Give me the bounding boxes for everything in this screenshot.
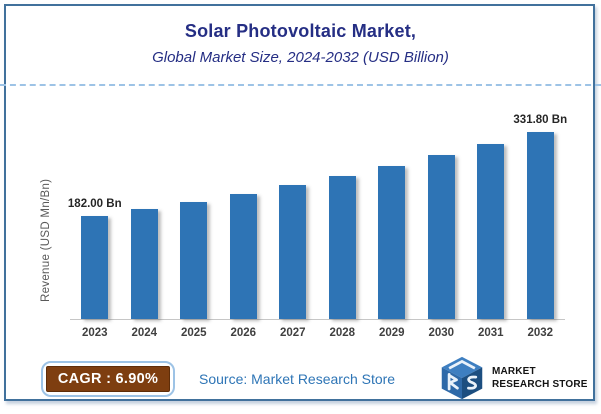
bar-cell-2029 bbox=[367, 112, 417, 319]
cagr-badge: CAGR : 6.90% bbox=[41, 361, 175, 397]
dashed-divider bbox=[0, 84, 601, 86]
x-tick-2029: 2029 bbox=[378, 327, 405, 339]
cagr-value: CAGR : 6.90% bbox=[57, 371, 159, 387]
bar-2023 bbox=[81, 216, 109, 319]
data-label-2032: 331.80 Bn bbox=[513, 114, 568, 126]
logo-line2: RESEARCH STORE bbox=[492, 378, 588, 390]
x-tick-2025: 2025 bbox=[180, 327, 207, 339]
x-tick-2032: 2032 bbox=[527, 327, 554, 339]
logo-line1: MARKET bbox=[492, 365, 536, 378]
bar-cell-2023: 182.00 Bn bbox=[67, 112, 122, 319]
bar-2031 bbox=[477, 144, 505, 319]
plot-area: 182.00 Bn 331.80 Bn bbox=[67, 112, 568, 320]
brand-logo: MARKET RESEARCH STORE bbox=[438, 355, 593, 401]
chart-subtitle: Global Market Size, 2024-2032 (USD Billi… bbox=[152, 49, 449, 66]
bar-cell-2026 bbox=[219, 112, 269, 319]
x-tick-2030: 2030 bbox=[428, 327, 455, 339]
bar-cell-2031 bbox=[466, 112, 516, 319]
data-label-2023: 182.00 Bn bbox=[67, 198, 122, 210]
bar-cell-2030 bbox=[417, 112, 467, 319]
bar-2030 bbox=[427, 155, 455, 319]
x-tick-2024: 2024 bbox=[131, 327, 158, 339]
bar-cell-2027 bbox=[268, 112, 318, 319]
x-tick-2026: 2026 bbox=[230, 327, 257, 339]
x-axis-labels: 2023 2024 2025 2026 2027 2028 2029 2030 2031 2032 bbox=[70, 327, 565, 339]
bar-cell-2032: 331.80 Bn bbox=[513, 112, 568, 319]
logo-cube-icon bbox=[441, 356, 483, 400]
x-tick-2023: 2023 bbox=[81, 327, 108, 339]
chart-header: Solar Photovoltaic Market, Global Market… bbox=[0, 21, 601, 66]
card-frame bbox=[4, 4, 595, 401]
chart-title: Solar Photovoltaic Market, bbox=[184, 21, 417, 41]
bar-2028 bbox=[328, 176, 356, 319]
bar-2025 bbox=[180, 202, 208, 319]
cagr-badge-inner: CAGR : 6.90% bbox=[46, 366, 170, 392]
x-tick-2031: 2031 bbox=[477, 327, 504, 339]
bar-2026 bbox=[229, 194, 257, 319]
x-tick-2027: 2027 bbox=[279, 327, 306, 339]
bar-cell-2028 bbox=[318, 112, 368, 319]
source-text: Source: Market Research Store bbox=[199, 371, 396, 387]
bar-2032 bbox=[526, 132, 554, 319]
logo-wordmark: MARKET RESEARCH STORE bbox=[492, 365, 593, 390]
bar-2027 bbox=[279, 185, 307, 319]
bar-cell-2025 bbox=[169, 112, 219, 319]
bar-cell-2024 bbox=[120, 112, 170, 319]
y-axis-title: Revenue (USD Mn/Bn) bbox=[40, 178, 52, 302]
bar-2029 bbox=[378, 166, 406, 319]
x-tick-2028: 2028 bbox=[329, 327, 356, 339]
bar-2024 bbox=[130, 209, 158, 319]
